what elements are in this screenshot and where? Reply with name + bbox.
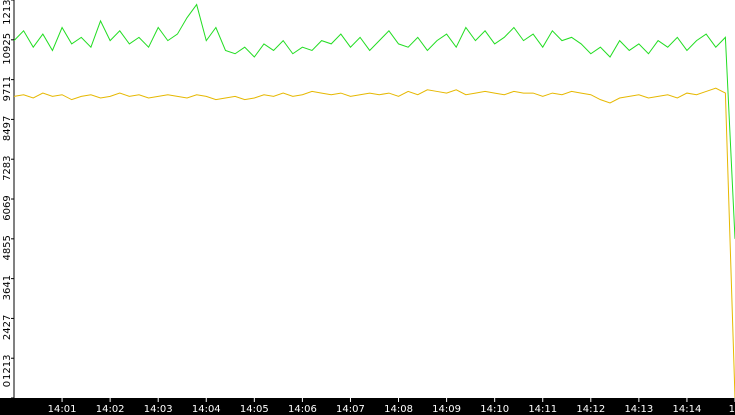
x-tick-label: 14:08 xyxy=(384,404,413,415)
y-tick-label: 8497 xyxy=(2,116,13,141)
x-tick-label: 14:02 xyxy=(96,404,125,415)
x-tick-label: 14:03 xyxy=(144,404,173,415)
x-tick-label: 14:05 xyxy=(240,404,269,415)
y-tick-label: 10925 xyxy=(2,33,13,65)
x-tick-label: 14:13 xyxy=(624,404,653,415)
y-tick-label: 12139 xyxy=(2,0,13,25)
x-tick-label: 14:01 xyxy=(48,404,77,415)
x-tick-label: 14:12 xyxy=(576,404,605,415)
x-tick-label: 14:07 xyxy=(336,404,365,415)
y-tick-label: 7283 xyxy=(2,155,13,180)
y-tick-label: 6069 xyxy=(2,195,13,220)
x-tick-label: 14:11 xyxy=(528,404,557,415)
series-line xyxy=(13,87,735,399)
y-tick-label: 0 xyxy=(2,381,13,387)
y-tick-label: 4855 xyxy=(2,235,13,260)
x-tick-label: 14:04 xyxy=(192,404,221,415)
x-tick-label: 14 xyxy=(729,404,735,415)
y-tick-label: 1213 xyxy=(2,355,13,380)
series-line xyxy=(13,3,735,239)
y-tick-label: 3641 xyxy=(2,275,13,300)
x-tick-label: 14:09 xyxy=(432,404,461,415)
x-tick-label: 14:06 xyxy=(288,404,317,415)
x-tick-label: 14:10 xyxy=(480,404,509,415)
x-tick-label: 14:14 xyxy=(673,404,702,415)
y-tick-label: 9711 xyxy=(2,76,13,101)
y-tick-label: 2427 xyxy=(2,315,13,340)
x-axis-band xyxy=(0,398,735,415)
